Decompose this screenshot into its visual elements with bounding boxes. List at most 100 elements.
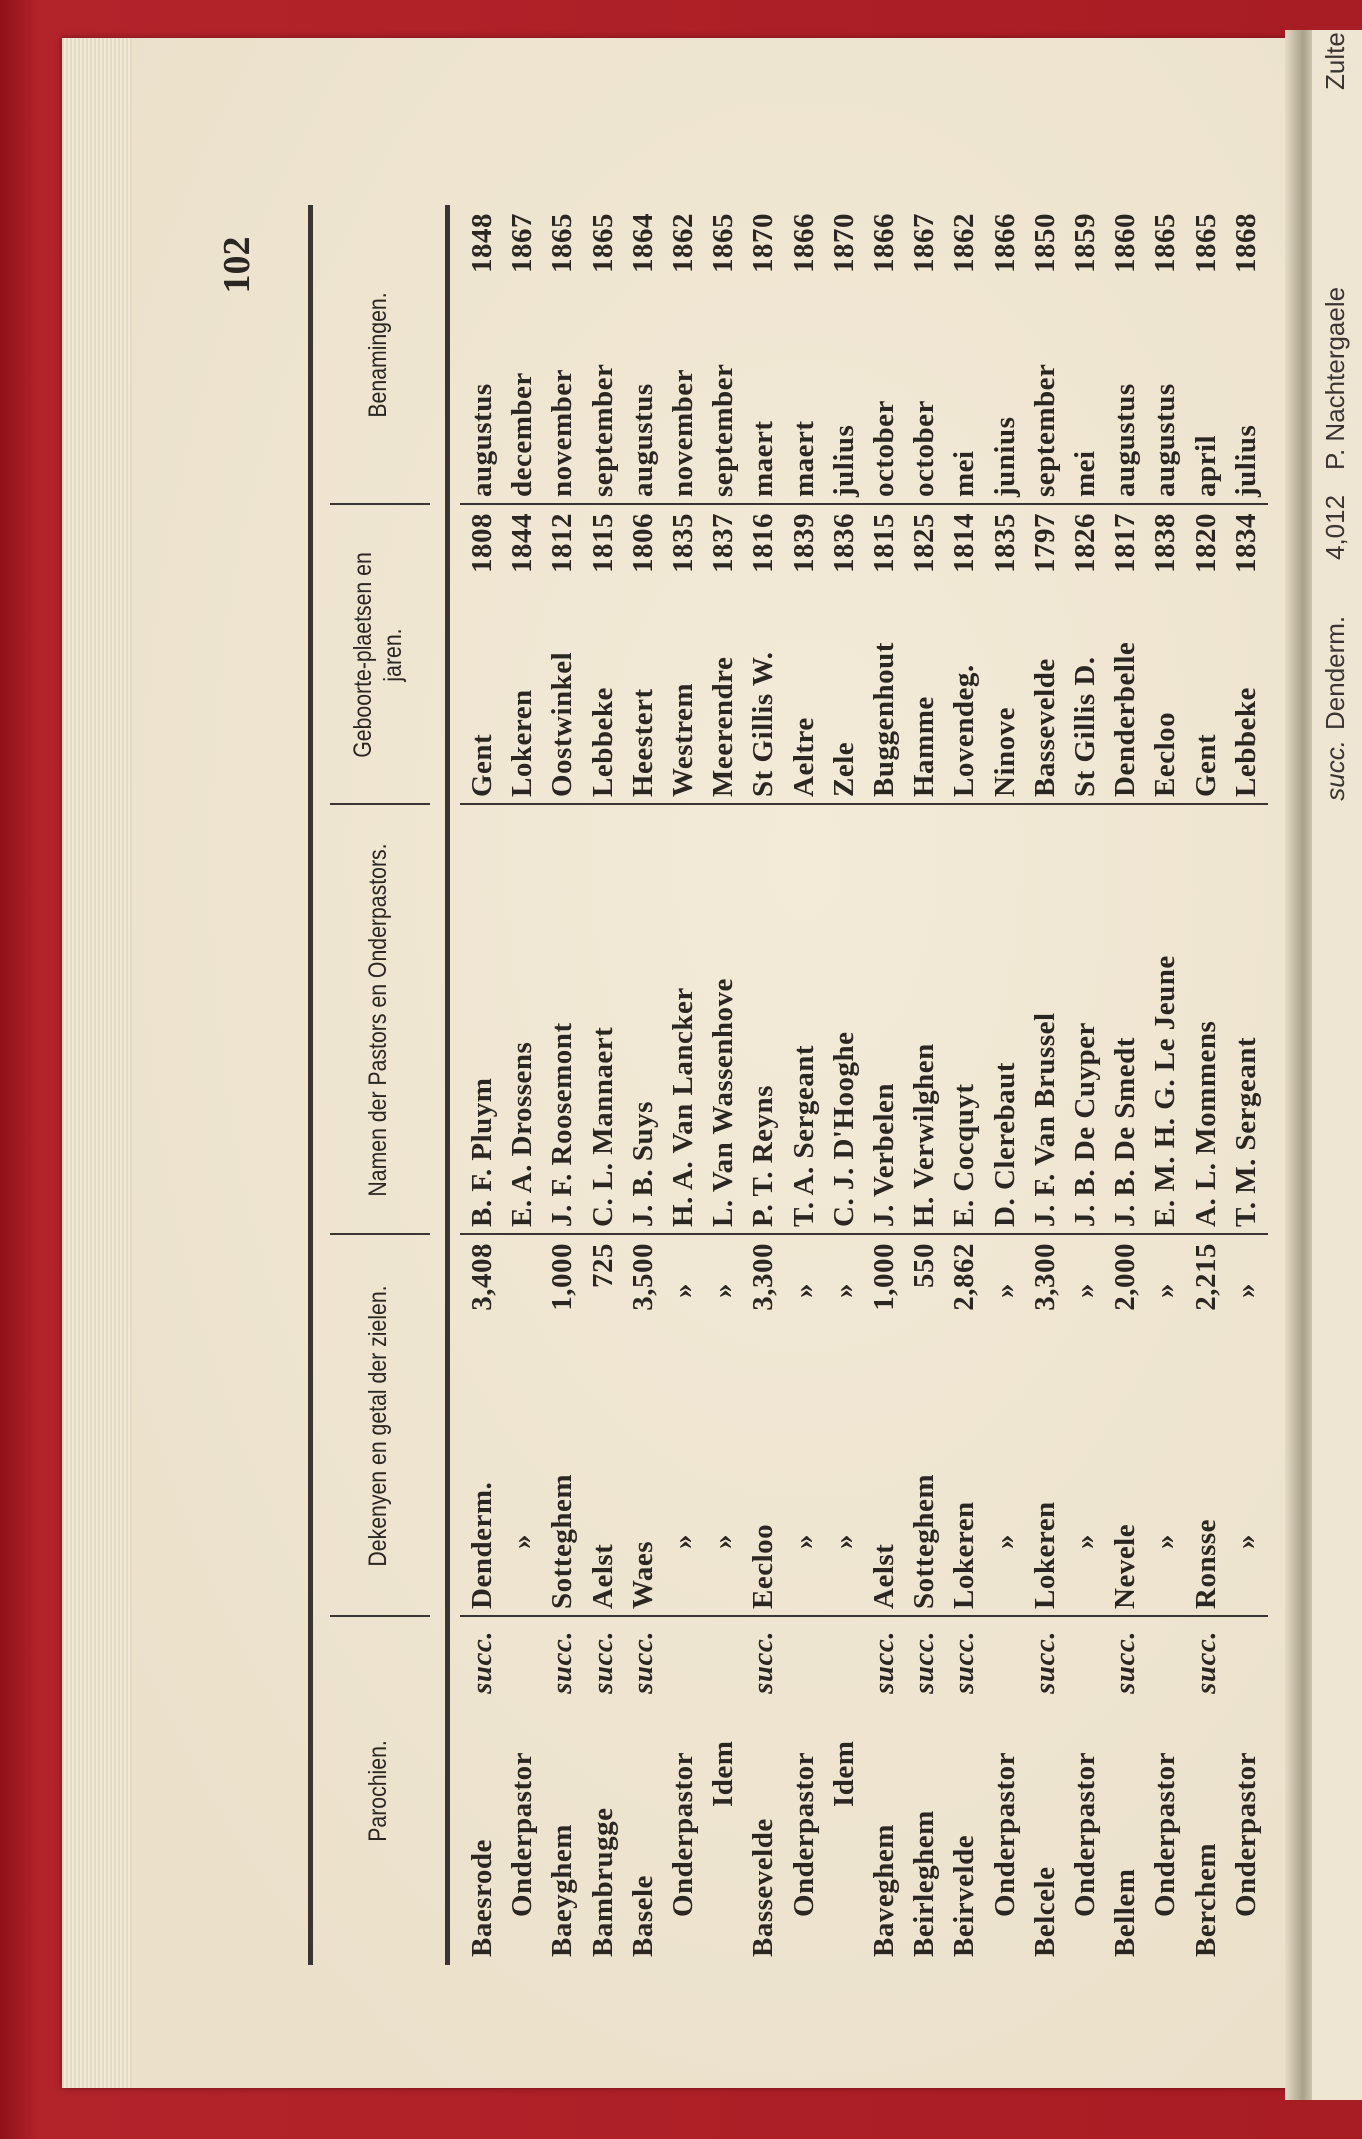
souls-count: 3,300: [1028, 1243, 1061, 1311]
parish-type: succ.: [908, 1631, 941, 1694]
parish-cell: Onderpastor: [1065, 1617, 1105, 1965]
appointment-cell: augustus 1865: [1145, 205, 1185, 505]
parish-name: Onderpastor: [1069, 1752, 1101, 1917]
name-cell: E. A. Drossens: [502, 805, 542, 1235]
name-cell: J. Verbelen: [864, 805, 904, 1235]
birth-year: 1835: [988, 513, 1021, 573]
birth-cell: Lebbeke 1815: [583, 505, 623, 805]
deanery: Eecloo: [747, 1523, 780, 1609]
parish-cell: Basele succ.: [623, 1617, 663, 1965]
header-geboorte: Geboorte-plaetsen en jaren.: [349, 552, 407, 758]
name-cell: J. F. Roosemont: [542, 805, 582, 1235]
birth-cell: Denderbelle 1817: [1105, 505, 1145, 805]
birthplace: Westrem: [667, 682, 699, 797]
pastor-name: E. Cocquyt: [948, 1083, 981, 1227]
deanery: »: [827, 1534, 860, 1549]
deanery: Lokeren: [948, 1501, 981, 1609]
parish-cell: Onderpastor: [985, 1617, 1025, 1965]
appointment-cell: october 1866: [864, 205, 904, 505]
birth-cell: Meerendre 1837: [703, 505, 743, 805]
appointment-year: 1848: [466, 213, 498, 273]
birthplace: Buggenhout: [868, 642, 900, 797]
appointment-cell: november 1862: [663, 205, 703, 505]
parish-name: Belcele: [1028, 1866, 1061, 1957]
parish-type: succ.: [1028, 1631, 1061, 1694]
parish-cell: Bellem succ.: [1105, 1617, 1145, 1965]
header-divider: [330, 1615, 430, 1617]
table-row: Baeyghem succ. Sotteghem 1,000 J. F. Roosemo…: [542, 205, 582, 1965]
birth-year: 1820: [1189, 513, 1222, 573]
deanery: Ronsse: [1189, 1518, 1222, 1609]
deanery-cell: Denderm. 3,408: [462, 1235, 502, 1617]
table-row: Berchem succ. Ronsse 2,215 A. L. Mommens Gent…: [1186, 205, 1226, 1965]
birth-cell: Lebbeke 1834: [1226, 505, 1266, 805]
appointment-cell: augustus 1860: [1105, 205, 1145, 505]
deanery: Lokeren: [1028, 1501, 1061, 1609]
pastor-name: H. A. Van Lancker: [667, 987, 699, 1227]
souls-count: 725: [586, 1243, 619, 1288]
parish-cell: Baesrode succ.: [462, 1617, 502, 1965]
parish-type: succ.: [1189, 1631, 1222, 1694]
birth-year: 1837: [707, 513, 740, 573]
table-row: Onderpastor»» H. A. Van Lancker Westrem 183…: [663, 205, 703, 1965]
birth-year: 1808: [466, 513, 498, 573]
parish-cell: Idem: [703, 1617, 743, 1965]
deanery: Aelst: [868, 1543, 900, 1609]
birthplace: Meerendre: [707, 656, 740, 797]
appointment-cell: junius 1866: [985, 205, 1025, 505]
parish-cell: Bassevelde succ.: [743, 1617, 783, 1965]
pastor-name: J. B. De Cuyper: [1069, 1022, 1101, 1227]
deanery-cell: »»: [1145, 1235, 1185, 1617]
appointment-month: october: [868, 400, 900, 497]
appointment-cell: september 1850: [1025, 205, 1065, 505]
appointment-month: julius: [1229, 424, 1262, 497]
birth-year: 1826: [1069, 513, 1101, 573]
pastor-name: D. Clerebaut: [988, 1062, 1021, 1227]
table-row: Baveghem succ. Aelst 1,000 J. Verbelen Buggen…: [864, 205, 904, 1965]
name-cell: D. Clerebaut: [985, 805, 1025, 1235]
birth-year: 1835: [667, 513, 699, 573]
table-row: Idem»» C. J. D'Hooghe Zele 1836 julius 1870: [824, 205, 864, 1965]
pastor-name: J. Verbelen: [868, 1082, 900, 1227]
appointment-month: junius: [988, 416, 1021, 497]
deanery-cell: Aelst 725: [583, 1235, 623, 1617]
birth-cell: St Gillis W. 1816: [743, 505, 783, 805]
appointment-year: 1866: [868, 213, 900, 273]
birthplace: Heestert: [626, 688, 659, 797]
birthplace: Lebbeke: [1229, 687, 1262, 797]
name-cell: J. B. De Smedt: [1105, 805, 1145, 1235]
pastor-name: A. L. Mommens: [1189, 1020, 1222, 1227]
parish-type: succ.: [586, 1631, 619, 1694]
appointment-month: augustus: [1109, 383, 1142, 497]
name-cell: T. M. Sergeant: [1226, 805, 1266, 1235]
table-row: Onderpastor » E. A. Drossens Lokeren 1844 dec…: [502, 205, 542, 1965]
souls-count: »: [1069, 1283, 1101, 1298]
name-cell: J. B. Suys: [623, 805, 663, 1235]
pastor-name: L. Van Wassenhove: [707, 978, 740, 1227]
birthplace: Oostwinkel: [546, 651, 579, 797]
appointment-month: maert: [787, 420, 820, 497]
pastor-name: P. T. Reyns: [747, 1085, 780, 1227]
parish-cell: Onderpastor: [663, 1617, 703, 1965]
parish-name: Onderpastor: [506, 1752, 539, 1917]
souls-count: 2,000: [1109, 1243, 1142, 1311]
deanery-cell: »: [502, 1235, 542, 1617]
appointment-year: 1862: [667, 213, 699, 273]
name-cell: H. Verwilghen: [904, 805, 944, 1235]
appointment-cell: maert 1870: [743, 205, 783, 505]
souls-count: »: [827, 1283, 860, 1298]
parish-name: Baeyghem: [546, 1824, 579, 1957]
appointment-year: 1850: [1028, 213, 1061, 273]
birth-cell: Aeltre 1839: [784, 505, 824, 805]
top-rule: [308, 205, 313, 1965]
name-cell: J. B. De Cuyper: [1065, 805, 1105, 1235]
birthplace: Lebbeke: [586, 687, 619, 797]
next-type: succ.: [1320, 740, 1350, 801]
deanery-cell: Ronsse 2,215: [1186, 1235, 1226, 1617]
birth-year: 1834: [1229, 513, 1262, 573]
birth-cell: Zele 1836: [824, 505, 864, 805]
birthplace: Lovendeg.: [948, 664, 981, 797]
table-row: Baesrode succ. Denderm. 3,408 B. F. Pluym Gen…: [462, 205, 502, 1965]
souls-count: 1,000: [868, 1243, 900, 1311]
birthplace: Hamme: [908, 696, 941, 797]
